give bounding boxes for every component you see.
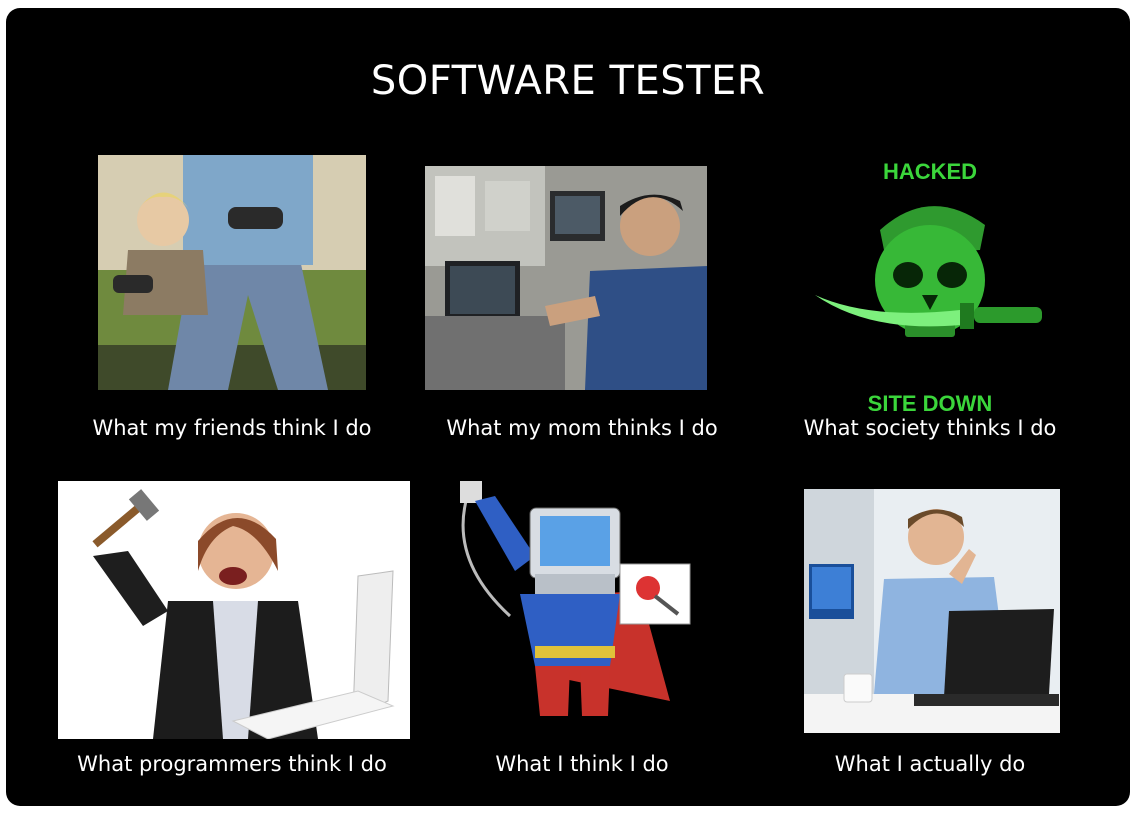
panel-actually-image (804, 489, 1060, 733)
caption-actually: What I actually do (834, 752, 1026, 776)
hacked-text: HACKED (883, 159, 977, 184)
panel-i-think-image (440, 476, 696, 720)
site-down-text: SITE DOWN (868, 391, 993, 416)
panel-friends-image (98, 155, 366, 390)
caption-society: What society thinks I do (803, 416, 1057, 440)
panel-mom-image (425, 166, 707, 390)
panel-programmers-image (58, 481, 410, 739)
caption-programmers: What programmers think I do (77, 752, 387, 776)
meme-title: SOFTWARE TESTER (370, 58, 766, 104)
panel-society-image: HACKED SITE DOWN (810, 155, 1050, 417)
caption-friends: What my friends think I do (92, 416, 372, 440)
caption-i-think: What I think I do (495, 752, 669, 776)
caption-mom: What my mom thinks I do (446, 416, 718, 440)
